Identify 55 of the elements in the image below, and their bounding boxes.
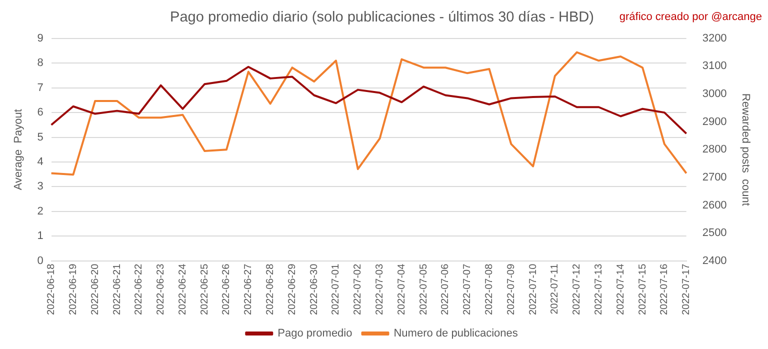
y2-tick-label: 3200 <box>702 32 727 44</box>
legend-label: Pago promedio <box>278 328 352 340</box>
x-tick-label: 2022-07-06 <box>440 263 452 316</box>
x-tick-label: 2022-07-04 <box>396 263 408 316</box>
y-tick-label: 3 <box>37 180 44 193</box>
legend-label: Numero de publicaciones <box>394 328 518 340</box>
x-tick-label: 2022-07-13 <box>593 263 604 316</box>
y-tick-label: 1 <box>37 230 44 242</box>
x-tick-label: 2022-07-17 <box>681 263 692 316</box>
x-tick-label: 2022-06-28 <box>265 263 276 316</box>
y-tick-label: 9 <box>37 32 44 44</box>
x-tick-label: 2022-07-03 <box>374 263 386 316</box>
y2-tick-label: 2500 <box>702 227 727 240</box>
x-tick-label: 2022-07-09 <box>506 263 517 316</box>
y2-tick-label: 2900 <box>702 116 727 128</box>
y-tick-label: 6 <box>37 106 44 119</box>
y2-tick-label: 3000 <box>702 88 727 100</box>
x-tick-label: 2022-06-29 <box>286 263 298 316</box>
x-tick-label: 2022-06-24 <box>177 263 188 316</box>
x-tick-label: 2022-06-19 <box>68 263 79 316</box>
x-tick-label: 2022-07-12 <box>572 263 583 316</box>
x-tick-label: 2022-06-22 <box>134 263 145 316</box>
x-tick-label: 2022-07-05 <box>418 263 430 316</box>
y-tick-label: 0 <box>37 254 44 267</box>
x-tick-label: 2022-06-20 <box>90 263 101 316</box>
x-tick-label: 2022-07-01 <box>330 263 342 316</box>
y2-tick-label: 2800 <box>702 144 727 156</box>
x-tick-label: 2022-07-02 <box>352 263 364 316</box>
x-tick-label: 2022-06-25 <box>199 263 210 316</box>
y-tick-label: 2 <box>37 205 44 218</box>
y2-tick-label: 2400 <box>702 254 727 267</box>
y-tick-label: 4 <box>37 156 44 168</box>
x-tick-label: 2022-07-14 <box>615 263 626 316</box>
x-tick-label: 2022-06-27 <box>243 263 254 316</box>
y2-tick-label: 2700 <box>702 171 727 184</box>
x-tick-label: 2022-06-23 <box>156 263 167 316</box>
x-tick-label: 2022-07-10 <box>528 263 539 316</box>
x-tick-label: 2022-07-15 <box>637 263 648 316</box>
x-tick-label: 2022-06-26 <box>221 263 232 316</box>
y2-axis-title: Rewarded posts count <box>739 93 752 206</box>
chart-title: Pago promedio diario (solo publicaciones - últimos 30 días - HBD) <box>170 10 594 26</box>
x-tick-label: 2022-07-16 <box>659 263 670 316</box>
y-axis-title: Average Payout <box>12 109 25 190</box>
y2-tick-label: 3100 <box>702 60 727 72</box>
x-tick-label: 2022-06-18 <box>46 263 58 316</box>
y-tick-label: 8 <box>37 57 44 70</box>
y-tick-label: 5 <box>37 131 44 144</box>
x-tick-label: 2022-07-11 <box>550 263 561 314</box>
y2-tick-label: 2600 <box>702 199 727 212</box>
x-tick-label: 2022-07-07 <box>462 263 474 316</box>
y-tick-label: 7 <box>37 82 44 94</box>
text: gráfico creado por @arcange <box>619 11 762 23</box>
x-tick-label: 2022-07-08 <box>484 263 496 316</box>
x-tick-label: 2022-06-21 <box>112 263 123 316</box>
x-tick-label: 2022-06-30 <box>308 263 320 316</box>
